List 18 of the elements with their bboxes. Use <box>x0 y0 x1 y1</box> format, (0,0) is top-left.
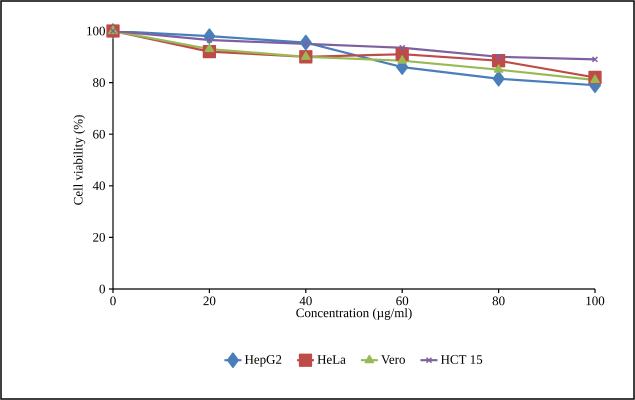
legend-label: HeLa <box>317 355 346 364</box>
y-tick-label: 60 <box>93 130 105 139</box>
y-tick-label: 80 <box>93 78 105 87</box>
x-tick-label: 80 <box>492 296 505 306</box>
y-tick-label: 40 <box>92 181 105 190</box>
legend-label: HCT 15 <box>440 355 482 364</box>
x-tick-label: 20 <box>203 296 216 306</box>
y-tick-label: 100 <box>87 26 105 36</box>
legend-label: HepG2 <box>244 355 282 367</box>
legend-label: Vero <box>381 355 405 364</box>
y-tick-label: 0 <box>100 284 105 294</box>
y-tick-label: 20 <box>93 233 105 242</box>
x-tick-label: 40 <box>300 296 312 306</box>
x-tick-label: 60 <box>396 296 408 306</box>
x-axis-title: Concentration (µg/ml) <box>296 308 412 320</box>
x-tick-label: 100 <box>586 296 604 306</box>
x-tick-label: 0 <box>110 296 116 306</box>
y-axis-title: Cell viability (%) <box>73 115 86 205</box>
